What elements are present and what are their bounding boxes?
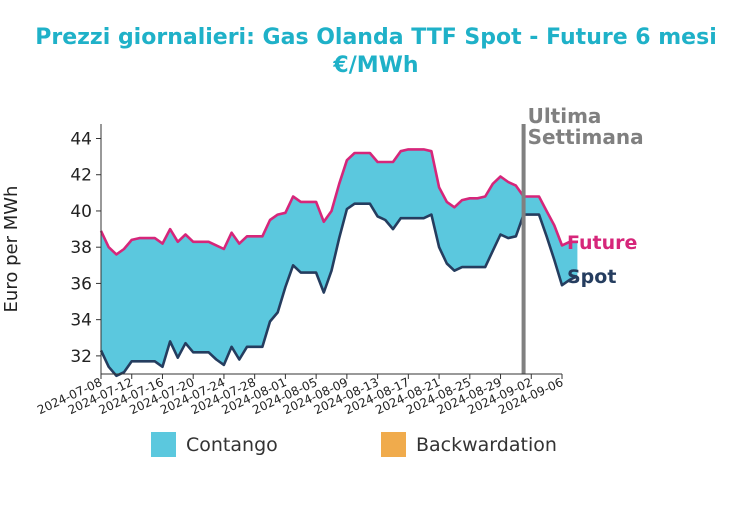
y-tick-label: 34 (70, 311, 92, 331)
y-tick-label: 38 (70, 238, 92, 258)
series-line-future (99, 148, 578, 256)
contango-swatch (151, 432, 176, 457)
backwardation-swatch (381, 432, 406, 457)
end-label-spot: Spot (567, 266, 616, 288)
y-tick-label: 32 (70, 347, 92, 367)
title-line-1: Prezzi giornalieri: Gas Olanda TTF Spot … (35, 25, 717, 50)
contango-area (101, 149, 578, 376)
series-line-spot (99, 202, 578, 378)
end-label-future: Future (567, 232, 637, 254)
axes (100, 124, 562, 375)
series-lines (99, 148, 578, 378)
marker-label-line-2: Settimana (528, 125, 644, 149)
y-axis-label: Euro per MWh (1, 186, 22, 313)
legend-backwardation: Backwardation (381, 432, 557, 457)
spread-areas (101, 149, 578, 376)
y-tick-label: 40 (70, 202, 92, 222)
backwardation-label: Backwardation (416, 433, 557, 456)
chart-title: Prezzi giornalieri: Gas Olanda TTF Spot … (0, 24, 752, 80)
y-ticks: 32 34 36 38 40 42 44 (70, 129, 101, 367)
contango-label: Contango (186, 433, 278, 456)
y-tick-label: 42 (70, 166, 92, 186)
ultima-settimana-marker: Ultima Settimana (521, 104, 644, 374)
series-end-labels: Future Spot (567, 232, 637, 288)
y-tick-label: 36 (70, 274, 92, 294)
x-ticks: 2024-07-082024-07-122024-07-162024-07-20… (35, 374, 565, 417)
marker-label-line-1: Ultima (528, 104, 602, 128)
y-tick-label: 44 (70, 129, 92, 149)
title-line-2: €/MWh (333, 53, 419, 78)
legend-contango: Contango (151, 432, 278, 457)
